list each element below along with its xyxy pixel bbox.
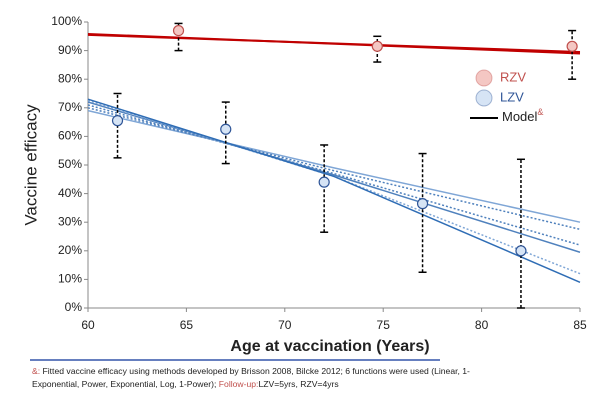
x-tick-label: 60 xyxy=(81,318,95,332)
footnote-part: Follow-up: xyxy=(219,379,259,389)
y-tick-label: 40% xyxy=(58,186,82,200)
x-tick-label: 65 xyxy=(180,318,194,332)
x-tick-label: 85 xyxy=(573,318,587,332)
point xyxy=(371,40,383,52)
point xyxy=(220,123,232,135)
legend-label: Model& xyxy=(502,107,543,124)
model-line xyxy=(87,33,581,55)
legend-label: LZV xyxy=(500,89,524,104)
y-tick-label: 20% xyxy=(58,243,82,257)
legend-label: RZV xyxy=(500,69,526,84)
footnote: Exponential, Power, Exponential, Log, 1-… xyxy=(32,379,339,389)
legend-model-text: Model xyxy=(502,109,538,124)
y-tick-label: 50% xyxy=(58,157,82,171)
x-tick-label: 80 xyxy=(475,318,489,332)
x-tick-label: 75 xyxy=(377,318,391,332)
y-axis-title: Vaccine efficacy xyxy=(21,104,40,226)
y-tick-label: 70% xyxy=(58,100,82,114)
point xyxy=(416,198,429,210)
point xyxy=(515,245,527,257)
x-axis-title: Age at vaccination (Years) xyxy=(230,338,429,355)
y-tick-label: 60% xyxy=(58,129,82,143)
model-line xyxy=(87,107,581,231)
y-tick-label: 80% xyxy=(58,71,82,85)
y-tick-label: 90% xyxy=(58,43,82,57)
y-tick-label: 100% xyxy=(51,14,82,28)
footnote-part: Exponential, Power, Exponential, Log, 1-… xyxy=(32,379,219,389)
model-line xyxy=(87,98,581,283)
model-line xyxy=(87,104,581,246)
legend-model-mark: & xyxy=(537,107,543,117)
y-tick-label: 30% xyxy=(58,214,82,228)
footnote-part: &: xyxy=(32,366,40,376)
point xyxy=(111,115,124,127)
y-tick-label: 0% xyxy=(65,300,83,314)
footnote-part: Fitted vaccine efficacy using methods de… xyxy=(40,366,470,376)
point xyxy=(172,24,185,37)
legend-marker xyxy=(475,69,493,87)
model-line xyxy=(87,109,581,223)
point xyxy=(318,176,330,188)
x-tick-label: 70 xyxy=(278,318,292,332)
legend-marker xyxy=(475,89,493,107)
y-tick-label: 10% xyxy=(58,272,82,286)
footnote: &: Fitted vaccine efficacy using methods… xyxy=(32,366,470,376)
point xyxy=(566,40,578,52)
footnote-part: LZV=5yrs, RZV=4yrs xyxy=(258,379,338,389)
